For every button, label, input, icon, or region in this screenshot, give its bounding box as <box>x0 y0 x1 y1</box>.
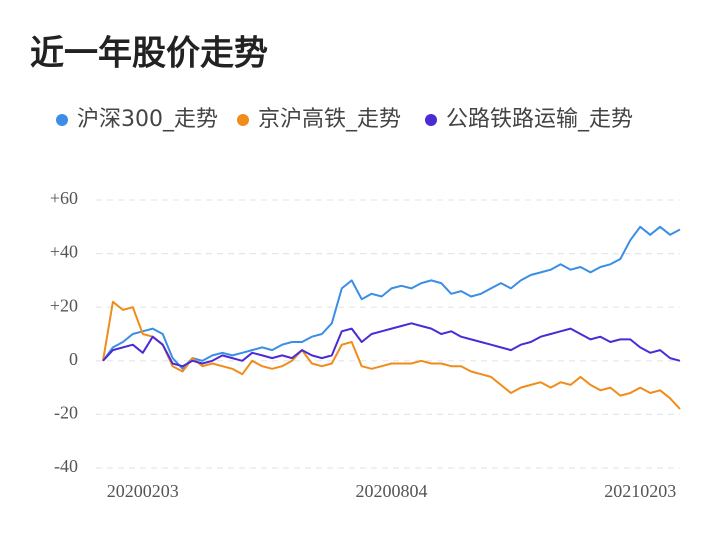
x-tick-label: 20200804 <box>356 481 428 501</box>
y-tick-label: +60 <box>50 188 78 208</box>
legend-marker <box>56 114 68 126</box>
series-line <box>102 300 681 410</box>
y-tick-label: +20 <box>50 295 78 315</box>
series-line <box>102 225 681 370</box>
legend-label: 沪深300_走势 <box>77 107 218 132</box>
legend-marker <box>237 114 249 126</box>
x-tick-label: 20210203 <box>604 481 676 501</box>
legend-label: 京沪高铁_走势 <box>258 107 401 132</box>
legend-marker <box>425 114 437 126</box>
y-tick-label: 0 <box>69 349 78 369</box>
chart-title: 近一年股价走势 <box>30 34 268 74</box>
series-line <box>102 322 681 368</box>
legend-label: 公路铁路运输_走势 <box>446 107 633 132</box>
y-tick-label: -40 <box>54 456 78 476</box>
y-tick-label: +40 <box>50 242 78 262</box>
y-tick-label: -20 <box>54 403 78 423</box>
x-tick-label: 20200203 <box>107 481 179 501</box>
